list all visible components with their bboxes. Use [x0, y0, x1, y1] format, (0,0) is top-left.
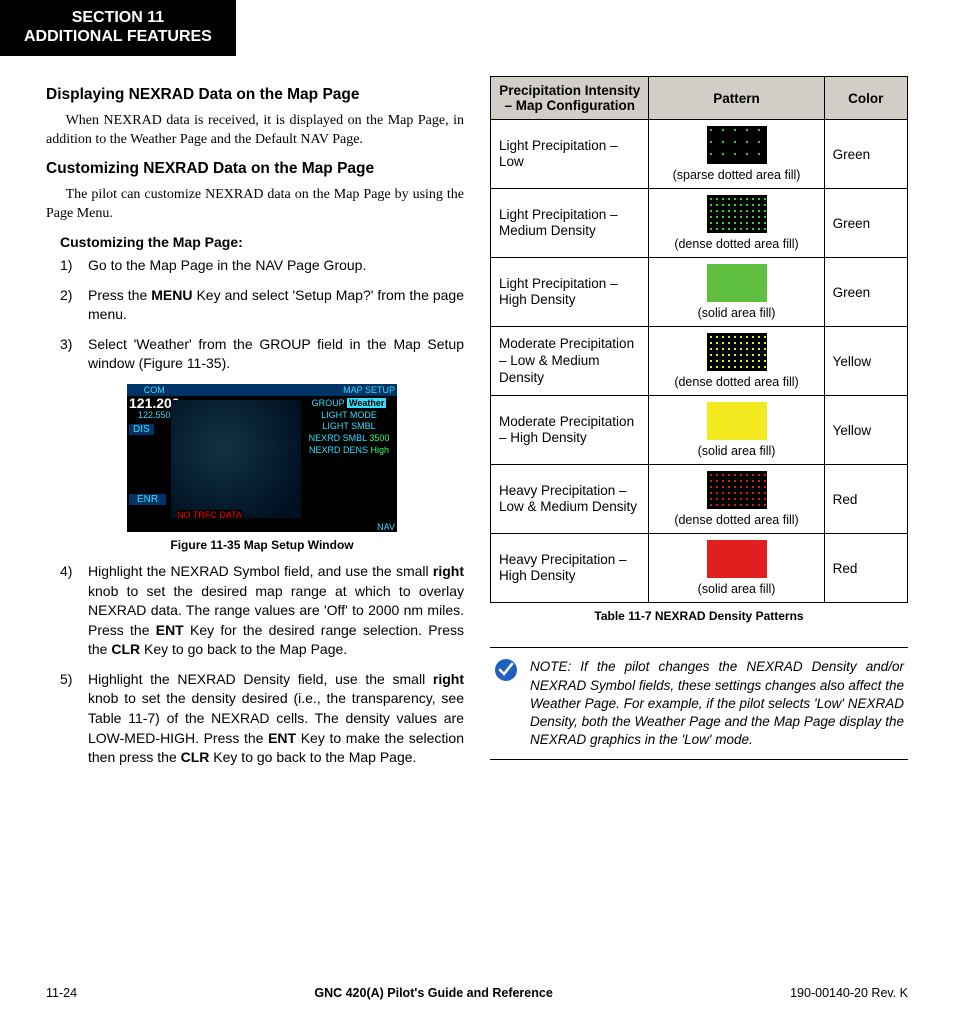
right-column: Precipitation Intensity – Map Configurat… — [490, 76, 908, 777]
th-pattern: Pattern — [649, 77, 824, 120]
figure-11-35: MAP SETUP COM 121.200 122.550 DIS ENR GR… — [60, 384, 464, 552]
cell-label: Moderate Precipitation – Low & Medium De… — [491, 327, 649, 396]
steps-list-bottom: 4)Highlight the NEXRAD Symbol field, and… — [60, 562, 464, 768]
cell-pattern: (dense dotted area fill) — [649, 327, 824, 396]
procedure-title: Customizing the Map Page: — [60, 234, 464, 250]
nexrad-density-table: Precipitation Intensity – Map Configurat… — [490, 76, 908, 603]
cell-pattern: (solid area fill) — [649, 534, 824, 603]
steps-list-top: 1)Go to the Map Page in the NAV Page Gro… — [60, 256, 464, 374]
step-item: 2)Press the MENU Key and select 'Setup M… — [60, 286, 464, 325]
cell-pattern: (solid area fill) — [649, 396, 824, 465]
step-item: 1)Go to the Map Page in the NAV Page Gro… — [60, 256, 464, 276]
note-block: NOTE: If the pilot changes the NEXRAD De… — [490, 647, 908, 760]
screen-map-area — [171, 400, 301, 518]
table-row: Moderate Precipitation – Low & Medium De… — [491, 327, 908, 396]
table-row: Moderate Precipitation – High Density(so… — [491, 396, 908, 465]
footer-rev: 190-00140-20 Rev. K — [790, 986, 908, 1000]
footer-title: GNC 420(A) Pilot's Guide and Reference — [314, 986, 552, 1000]
cell-color: Green — [824, 258, 907, 327]
left-column: Displaying NEXRAD Data on the Map Page W… — [46, 76, 464, 777]
heading-customizing: Customizing NEXRAD Data on the Map Page — [46, 160, 464, 178]
step-item: 5)Highlight the NEXRAD Density field, us… — [60, 670, 464, 768]
cell-label: Light Precipitation – High Density — [491, 258, 649, 327]
page-footer: 11-24 GNC 420(A) Pilot's Guide and Refer… — [46, 986, 908, 1000]
table-row: Light Precipitation – Medium Density(den… — [491, 189, 908, 258]
map-setup-screenshot: MAP SETUP COM 121.200 122.550 DIS ENR GR… — [127, 384, 397, 532]
heading-displaying: Displaying NEXRAD Data on the Map Page — [46, 86, 464, 104]
cell-pattern: (dense dotted area fill) — [649, 465, 824, 534]
cell-label: Heavy Precipitation – High Density — [491, 534, 649, 603]
table-row: Light Precipitation – Low(sparse dotted … — [491, 120, 908, 189]
table-row: Heavy Precipitation – High Density(solid… — [491, 534, 908, 603]
cell-color: Red — [824, 465, 907, 534]
cell-color: Yellow — [824, 396, 907, 465]
cell-color: Yellow — [824, 327, 907, 396]
note-icon — [494, 658, 518, 749]
cell-label: Moderate Precipitation – High Density — [491, 396, 649, 465]
cell-label: Light Precipitation – Low — [491, 120, 649, 189]
section-header: SECTION 11 ADDITIONAL FEATURES — [0, 0, 236, 56]
table-caption: Table 11-7 NEXRAD Density Patterns — [490, 609, 908, 623]
screen-dis: DIS — [129, 424, 154, 435]
section-line1: SECTION 11 — [24, 8, 212, 27]
cell-pattern: (solid area fill) — [649, 258, 824, 327]
screen-nav: NAV — [377, 522, 395, 532]
note-text: NOTE: If the pilot changes the NEXRAD De… — [530, 658, 904, 749]
cell-color: Red — [824, 534, 907, 603]
footer-page: 11-24 — [46, 986, 77, 1000]
cell-label: Heavy Precipitation – Low & Medium Densi… — [491, 465, 649, 534]
th-precip: Precipitation Intensity – Map Configurat… — [491, 77, 649, 120]
screen-no-trfc: NO TRFC DATA — [177, 510, 242, 520]
cell-color: Green — [824, 189, 907, 258]
section-line2: ADDITIONAL FEATURES — [24, 27, 212, 46]
para-2: The pilot can customize NEXRAD data on t… — [46, 186, 464, 224]
step-item: 4)Highlight the NEXRAD Symbol field, and… — [60, 562, 464, 660]
step-item: 3)Select 'Weather' from the GROUP field … — [60, 335, 464, 374]
screen-right-panel: GROUP Weather LIGHT MODE LIGHT SMBL NEXR… — [303, 398, 395, 456]
table-row: Heavy Precipitation – Low & Medium Densi… — [491, 465, 908, 534]
cell-pattern: (dense dotted area fill) — [649, 189, 824, 258]
table-row: Light Precipitation – High Density(solid… — [491, 258, 908, 327]
th-color: Color — [824, 77, 907, 120]
cell-color: Green — [824, 120, 907, 189]
screen-enr: ENR — [129, 494, 166, 505]
para-1: When NEXRAD data is received, it is disp… — [46, 112, 464, 150]
cell-pattern: (sparse dotted area fill) — [649, 120, 824, 189]
cell-label: Light Precipitation – Medium Density — [491, 189, 649, 258]
figure-caption: Figure 11-35 Map Setup Window — [60, 538, 464, 552]
